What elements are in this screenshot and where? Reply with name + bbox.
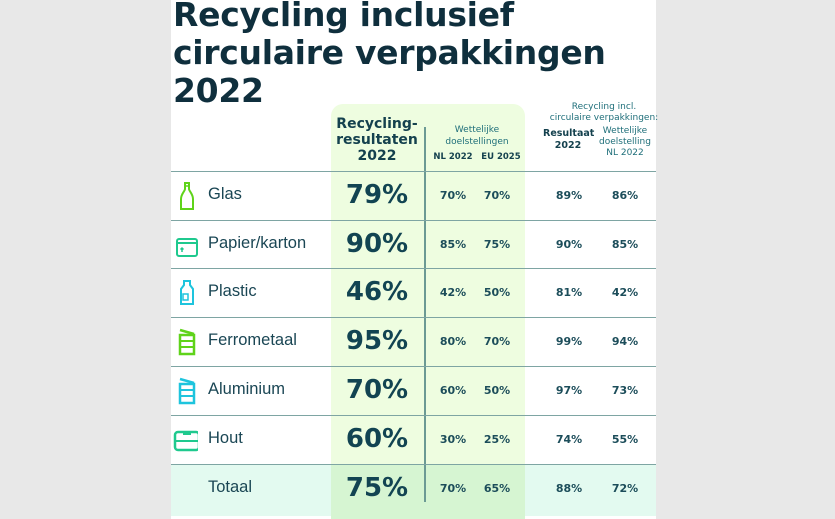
- incl-result-2022: 74%: [555, 433, 583, 446]
- target-nl-2022: 70%: [439, 482, 467, 495]
- incl-target-nl-2022: 73%: [611, 384, 639, 397]
- incl-result-2022: 97%: [555, 384, 583, 397]
- target-nl-2022: 42%: [439, 286, 467, 299]
- material-label: Hout: [208, 429, 243, 447]
- recycling-result: 79%: [345, 180, 409, 210]
- header-result-2022: Resultaat 2022: [543, 128, 595, 152]
- table-row: Hout 60% 30% 25% 74% 55%: [171, 415, 656, 465]
- table-row: Aluminium 70% 60% 50% 97% 73%: [171, 366, 656, 416]
- recycling-result: 90%: [345, 229, 409, 259]
- target-eu-2025: 70%: [483, 189, 511, 202]
- header-legal-targets-sub: NL 2022 EU 2025: [429, 152, 525, 162]
- title-line-3: 2022: [173, 71, 264, 110]
- header-text: Resultaat: [543, 128, 595, 139]
- table-row: Ferrometaal 95% 80% 70% 99% 94%: [171, 317, 656, 367]
- target-eu-2025: 65%: [483, 482, 511, 495]
- header-text: circulaire verpakkingen:: [549, 113, 659, 123]
- header-text: 2022: [357, 148, 397, 164]
- header-text: resultaten: [336, 132, 418, 148]
- material-label: Totaal: [208, 478, 253, 496]
- tin-can-icon: [178, 328, 196, 356]
- header-nl-2022: NL 2022: [433, 152, 473, 162]
- header-legal-targets: Wettelijke doelstellingen: [429, 124, 525, 148]
- page-title: Recycling inclusief circulaire verpakkin…: [173, 0, 653, 110]
- material-label: Papier/karton: [208, 234, 307, 252]
- incl-result-2022: 89%: [555, 189, 583, 202]
- incl-result-2022: 88%: [555, 482, 583, 495]
- incl-result-2022: 99%: [555, 335, 583, 348]
- header-legal-target-nl: Wettelijke doelstelling NL 2022: [597, 126, 653, 159]
- can-icon: [178, 377, 196, 405]
- header-recycling-results: Recycling- resultaten 2022: [331, 116, 423, 164]
- header-text: 2022: [554, 140, 582, 151]
- target-eu-2025: 25%: [483, 433, 511, 446]
- recycling-result: 60%: [345, 424, 409, 454]
- incl-target-nl-2022: 86%: [611, 189, 639, 202]
- pallet-icon: [173, 430, 198, 452]
- material-label: Glas: [208, 185, 242, 203]
- title-line-2: circulaire verpakkingen: [173, 33, 606, 72]
- table-row: Papier/karton 90% 85% 75% 90% 85%: [171, 220, 656, 270]
- target-nl-2022: 80%: [439, 335, 467, 348]
- table-row: Plastic 46% 42% 50% 81% 42%: [171, 268, 656, 318]
- target-nl-2022: 70%: [439, 189, 467, 202]
- recycling-result: 75%: [345, 473, 409, 503]
- title-line-1: Recycling inclusief: [173, 0, 514, 34]
- header-incl-circular: Recycling incl. circulaire verpakkingen:: [549, 102, 659, 124]
- incl-target-nl-2022: 94%: [611, 335, 639, 348]
- bottle-icon: [180, 182, 194, 210]
- incl-target-nl-2022: 55%: [611, 433, 639, 446]
- header-eu-2025: EU 2025: [481, 152, 521, 162]
- header-text: doelstellingen: [445, 137, 509, 147]
- target-eu-2025: 50%: [483, 286, 511, 299]
- header-text: Recycling-: [336, 116, 418, 132]
- header-text: Recycling incl.: [571, 102, 637, 112]
- recycling-result: 70%: [345, 375, 409, 405]
- recycling-results-column-bg: [331, 104, 525, 519]
- incl-target-nl-2022: 72%: [611, 482, 639, 495]
- target-eu-2025: 75%: [483, 238, 511, 251]
- incl-target-nl-2022: 42%: [611, 286, 639, 299]
- target-eu-2025: 70%: [483, 335, 511, 348]
- total-row: Totaal 75% 70% 65% 88% 72%: [171, 464, 656, 514]
- infographic: Recycling inclusief circulaire verpakkin…: [171, 0, 659, 519]
- incl-target-nl-2022: 85%: [611, 238, 639, 251]
- header-text: Wettelijke: [454, 125, 500, 135]
- recycling-result: 46%: [345, 277, 409, 307]
- incl-result-2022: 90%: [555, 238, 583, 251]
- material-label: Plastic: [208, 282, 257, 300]
- header-text: doelstelling: [599, 137, 651, 147]
- column-divider: [424, 127, 426, 502]
- table-row: Glas 79% 70% 70% 89% 86%: [171, 171, 656, 221]
- recycling-result: 95%: [345, 326, 409, 356]
- plastic-bottle-icon: [180, 280, 194, 305]
- incl-result-2022: 81%: [555, 286, 583, 299]
- target-nl-2022: 60%: [439, 384, 467, 397]
- material-label: Ferrometaal: [208, 331, 297, 349]
- header-text: Wettelijke: [602, 126, 648, 136]
- target-nl-2022: 30%: [439, 433, 467, 446]
- header-text: NL 2022: [606, 148, 644, 158]
- box-icon: [176, 238, 198, 257]
- total-main-cell-bg: [331, 464, 525, 519]
- target-eu-2025: 50%: [483, 384, 511, 397]
- target-nl-2022: 85%: [439, 238, 467, 251]
- material-label: Aluminium: [208, 380, 286, 398]
